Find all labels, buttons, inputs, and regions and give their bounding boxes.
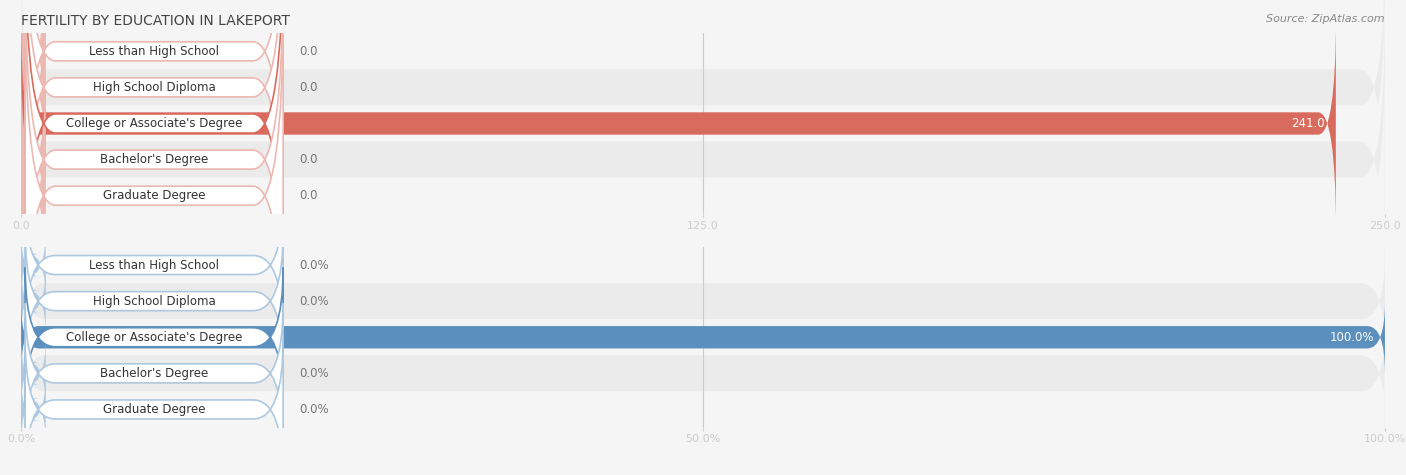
Text: FERTILITY BY EDUCATION IN LAKEPORT: FERTILITY BY EDUCATION IN LAKEPORT: [21, 14, 290, 28]
Text: High School Diploma: High School Diploma: [93, 81, 215, 94]
FancyBboxPatch shape: [21, 374, 45, 445]
Text: College or Associate's Degree: College or Associate's Degree: [66, 117, 242, 130]
FancyBboxPatch shape: [21, 229, 45, 301]
Text: Graduate Degree: Graduate Degree: [103, 403, 205, 416]
Text: 100.0%: 100.0%: [1330, 331, 1374, 344]
Text: 0.0: 0.0: [299, 81, 318, 94]
FancyBboxPatch shape: [25, 267, 283, 407]
FancyBboxPatch shape: [25, 195, 283, 335]
Text: 0.0: 0.0: [299, 153, 318, 166]
FancyBboxPatch shape: [21, 338, 45, 409]
FancyBboxPatch shape: [21, 0, 45, 157]
Text: 0.0: 0.0: [299, 45, 318, 58]
Text: 241.0: 241.0: [1291, 117, 1324, 130]
Text: Less than High School: Less than High School: [89, 45, 219, 58]
FancyBboxPatch shape: [21, 302, 1385, 373]
Text: High School Diploma: High School Diploma: [93, 294, 215, 308]
FancyBboxPatch shape: [21, 266, 45, 337]
FancyBboxPatch shape: [25, 0, 283, 240]
Text: 0.0%: 0.0%: [299, 294, 329, 308]
FancyBboxPatch shape: [21, 0, 1385, 268]
FancyBboxPatch shape: [21, 18, 1336, 229]
Text: Bachelor's Degree: Bachelor's Degree: [100, 367, 208, 380]
FancyBboxPatch shape: [21, 90, 45, 302]
FancyBboxPatch shape: [25, 7, 283, 385]
FancyBboxPatch shape: [21, 326, 1385, 420]
FancyBboxPatch shape: [21, 54, 45, 266]
Text: College or Associate's Degree: College or Associate's Degree: [66, 331, 242, 344]
FancyBboxPatch shape: [21, 0, 1385, 232]
FancyBboxPatch shape: [25, 0, 283, 313]
Text: Graduate Degree: Graduate Degree: [103, 189, 205, 202]
FancyBboxPatch shape: [25, 231, 283, 371]
Text: 0.0%: 0.0%: [299, 367, 329, 380]
FancyBboxPatch shape: [25, 0, 283, 276]
FancyBboxPatch shape: [21, 0, 45, 193]
FancyBboxPatch shape: [21, 290, 1385, 384]
Text: Bachelor's Degree: Bachelor's Degree: [100, 153, 208, 166]
FancyBboxPatch shape: [21, 15, 1385, 304]
FancyBboxPatch shape: [21, 218, 1385, 312]
FancyBboxPatch shape: [25, 304, 283, 443]
FancyBboxPatch shape: [21, 254, 1385, 348]
Text: Source: ZipAtlas.com: Source: ZipAtlas.com: [1267, 14, 1385, 24]
FancyBboxPatch shape: [21, 362, 1385, 456]
Text: 0.0%: 0.0%: [299, 258, 329, 272]
Text: 0.0: 0.0: [299, 189, 318, 202]
FancyBboxPatch shape: [25, 0, 283, 349]
FancyBboxPatch shape: [21, 51, 1385, 340]
FancyBboxPatch shape: [25, 340, 283, 475]
Text: 0.0%: 0.0%: [299, 403, 329, 416]
FancyBboxPatch shape: [21, 0, 1385, 196]
Text: Less than High School: Less than High School: [89, 258, 219, 272]
